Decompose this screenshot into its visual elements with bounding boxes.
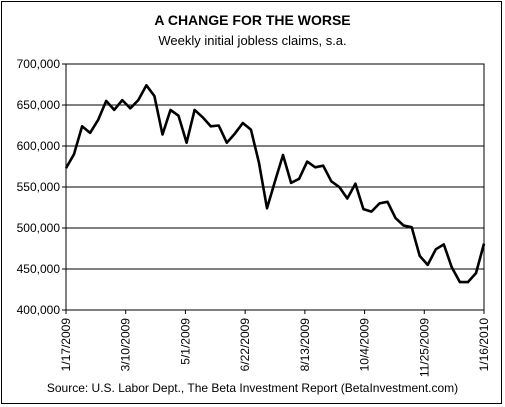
x-tick-label: 10/4/2009 [358, 318, 372, 372]
chart-subtitle: Weekly initial jobless claims, s.a. [158, 33, 347, 48]
x-tick-label: 1/17/2009 [59, 318, 73, 372]
chart-title: A CHANGE FOR THE WORSE [154, 12, 351, 28]
x-tick-label: 3/10/2009 [119, 318, 133, 372]
y-tick-label: 500,000 [17, 221, 61, 235]
y-tick-label: 550,000 [17, 180, 61, 194]
y-axis-ticks: 400,000 450,000 500,000 550,000 600,000 650,0… [17, 57, 66, 317]
x-tick-label: 6/22/2009 [238, 318, 252, 372]
gridlines [66, 104, 484, 270]
x-axis-ticks: 1/17/2009 3/10/2009 5/1/2009 6/22/2009 8/13/… [59, 310, 491, 377]
source-note: Source: U.S. Labor Dept., The Beta Inves… [46, 381, 459, 395]
y-tick-label: 600,000 [17, 139, 61, 153]
x-tick-label: 1/16/2010 [477, 318, 491, 372]
x-tick-label: 8/13/2009 [298, 318, 312, 372]
x-tick-label: 11/25/2009 [417, 318, 431, 377]
y-tick-label: 700,000 [17, 57, 61, 71]
x-tick-label: 5/1/2009 [178, 318, 192, 365]
y-tick-label: 450,000 [17, 262, 61, 276]
y-tick-label: 400,000 [17, 303, 61, 317]
y-tick-label: 650,000 [17, 98, 61, 112]
series-line-jobless-claims [64, 84, 486, 284]
